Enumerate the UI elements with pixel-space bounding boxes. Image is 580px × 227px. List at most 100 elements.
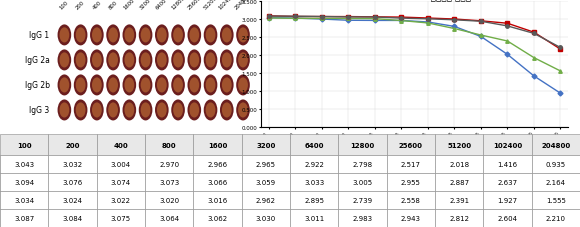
Ellipse shape <box>157 28 166 43</box>
Ellipse shape <box>141 53 150 68</box>
Ellipse shape <box>92 103 101 118</box>
IgG3 <box>504 25 511 28</box>
Ellipse shape <box>222 103 231 118</box>
IgG2b <box>318 18 325 21</box>
IgG2b <box>477 35 484 37</box>
IgG2a <box>425 17 432 20</box>
Ellipse shape <box>74 25 88 46</box>
Ellipse shape <box>171 100 185 121</box>
IgG2a <box>292 16 299 19</box>
Ellipse shape <box>173 78 183 93</box>
IgG2b <box>371 18 378 21</box>
IgG3 <box>318 16 325 19</box>
Ellipse shape <box>57 75 71 96</box>
Ellipse shape <box>187 100 201 121</box>
Ellipse shape <box>238 53 248 68</box>
Ellipse shape <box>238 28 248 43</box>
Ellipse shape <box>171 75 185 96</box>
Ellipse shape <box>157 53 166 68</box>
IgG3 <box>345 17 352 19</box>
Ellipse shape <box>125 103 134 118</box>
Ellipse shape <box>171 50 185 71</box>
Ellipse shape <box>92 28 101 43</box>
Ellipse shape <box>173 103 183 118</box>
Ellipse shape <box>204 50 218 71</box>
Ellipse shape <box>236 100 250 121</box>
Ellipse shape <box>141 78 150 93</box>
IgG1 <box>345 20 352 22</box>
Text: 6400: 6400 <box>155 0 168 10</box>
IgG1 <box>504 54 511 57</box>
Text: 3200: 3200 <box>139 0 152 10</box>
Ellipse shape <box>222 78 231 93</box>
Ellipse shape <box>155 50 169 71</box>
Ellipse shape <box>206 53 215 68</box>
Ellipse shape <box>139 50 153 71</box>
Line: IgG3: IgG3 <box>267 15 562 50</box>
Ellipse shape <box>155 75 169 96</box>
Ellipse shape <box>108 28 118 43</box>
IgG2b <box>266 17 273 20</box>
Ellipse shape <box>220 50 234 71</box>
IgG2a <box>504 23 511 25</box>
IgG2a <box>477 20 484 23</box>
Ellipse shape <box>90 100 104 121</box>
Ellipse shape <box>139 75 153 96</box>
Ellipse shape <box>74 50 88 71</box>
IgG1 <box>477 36 484 39</box>
IgG2a <box>557 49 564 51</box>
Ellipse shape <box>90 75 104 96</box>
Ellipse shape <box>60 28 69 43</box>
Text: IgG 2a: IgG 2a <box>25 56 49 65</box>
Ellipse shape <box>238 103 248 118</box>
Ellipse shape <box>57 25 71 46</box>
Text: IgG 2b: IgG 2b <box>24 81 49 90</box>
IgG2a <box>371 16 378 19</box>
IgG1 <box>398 20 405 23</box>
Ellipse shape <box>57 50 71 71</box>
IgG1 <box>266 17 273 20</box>
IgG2b <box>292 18 299 21</box>
IgG1 <box>451 26 458 29</box>
Ellipse shape <box>139 25 153 46</box>
IgG1 <box>531 75 538 78</box>
IgG2b <box>398 20 405 23</box>
Ellipse shape <box>220 25 234 46</box>
Ellipse shape <box>236 75 250 96</box>
Ellipse shape <box>157 78 166 93</box>
Ellipse shape <box>190 78 199 93</box>
Ellipse shape <box>74 100 88 121</box>
Ellipse shape <box>238 78 248 93</box>
IgG2b <box>531 57 538 60</box>
Ellipse shape <box>106 100 120 121</box>
IgG2a <box>318 16 325 19</box>
IgG2b <box>425 22 432 25</box>
Ellipse shape <box>125 53 134 68</box>
Ellipse shape <box>139 100 153 121</box>
Ellipse shape <box>125 28 134 43</box>
Ellipse shape <box>90 25 104 46</box>
Ellipse shape <box>220 100 234 121</box>
Ellipse shape <box>122 25 136 46</box>
IgG2a <box>345 16 352 19</box>
Ellipse shape <box>204 100 218 121</box>
Text: 100: 100 <box>59 0 70 10</box>
Ellipse shape <box>92 78 101 93</box>
Text: 800: 800 <box>108 0 118 10</box>
Title: Salmonella S-1 낙타혈청 항체가: Salmonella S-1 낙타혈청 항체가 <box>358 0 471 2</box>
IgG2b <box>345 18 352 21</box>
Ellipse shape <box>90 50 104 71</box>
Ellipse shape <box>76 78 85 93</box>
Ellipse shape <box>57 100 71 121</box>
Ellipse shape <box>173 28 183 43</box>
IgG2a <box>451 19 458 21</box>
IgG3 <box>451 19 458 22</box>
Ellipse shape <box>206 78 215 93</box>
Ellipse shape <box>122 50 136 71</box>
Ellipse shape <box>171 25 185 46</box>
IgG1 <box>371 20 378 23</box>
Ellipse shape <box>106 50 120 71</box>
IgG3 <box>557 47 564 50</box>
Text: 200: 200 <box>75 0 86 10</box>
Text: 51200: 51200 <box>203 0 218 10</box>
